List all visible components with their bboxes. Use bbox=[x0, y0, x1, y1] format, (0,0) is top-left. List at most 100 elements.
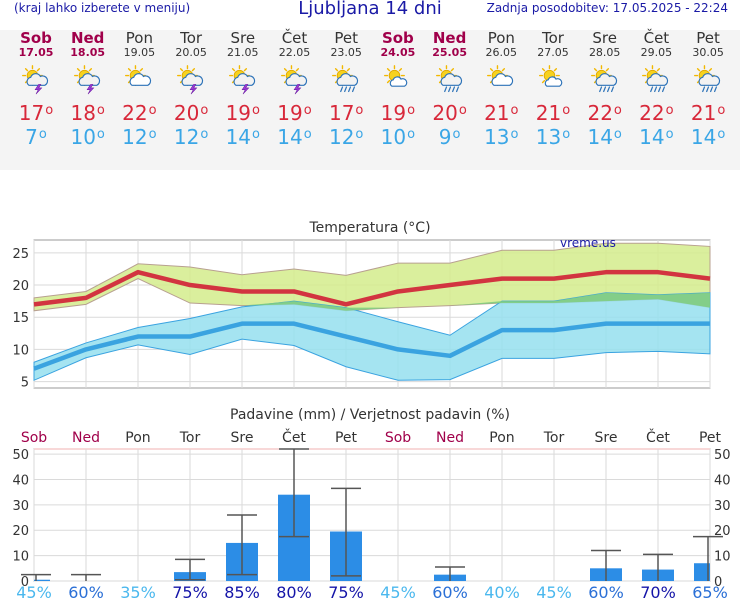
degree-symbol: o bbox=[717, 103, 726, 118]
day-date: 17.05 bbox=[18, 46, 54, 59]
lightning-bolt bbox=[189, 84, 198, 95]
max-temperature: 22o bbox=[113, 101, 165, 125]
day-date: 18.05 bbox=[70, 46, 106, 59]
degree-symbol: o bbox=[613, 103, 622, 118]
min-temperature-value: 7 bbox=[25, 125, 38, 149]
y-tick-label-right: 0 bbox=[714, 575, 722, 590]
forecast-day: Pon 19.05 22o 12o bbox=[113, 30, 165, 150]
min-temperature: 12o bbox=[165, 125, 217, 149]
rain-drop bbox=[658, 86, 662, 93]
min-temperature: 14o bbox=[630, 125, 682, 149]
sun-cloud-rain-icon bbox=[694, 65, 721, 93]
max-temperature-value: 19 bbox=[225, 101, 252, 125]
day-name: Čet bbox=[281, 29, 308, 47]
rain-drop bbox=[598, 86, 602, 93]
degree-symbol: o bbox=[665, 127, 674, 142]
rain-drop bbox=[340, 86, 344, 93]
y-tick-label: 10 bbox=[12, 343, 29, 358]
rain-drop bbox=[352, 86, 356, 93]
min-temperature-value: 14 bbox=[639, 125, 665, 149]
precip-probability-label: 60% bbox=[432, 583, 468, 600]
min-temperature: 10o bbox=[372, 125, 424, 149]
degree-symbol: o bbox=[45, 103, 54, 118]
last-update: Zadnja posodobitev: 17.05.2025 - 22:24 bbox=[486, 1, 728, 15]
min-temperature-line bbox=[33, 321, 710, 371]
degree-symbol: o bbox=[510, 103, 519, 118]
forecast-day: Ned 18.05 18o 10o bbox=[62, 30, 114, 150]
precip-probability-label: 70% bbox=[640, 583, 676, 600]
lightning-bolt bbox=[293, 84, 301, 95]
day-name: Pet bbox=[696, 29, 720, 47]
degree-symbol: o bbox=[407, 127, 416, 142]
degree-symbol: o bbox=[458, 103, 467, 118]
precip-probability-label: 65% bbox=[692, 583, 728, 600]
temperature-title-text: Temperatura (°C) bbox=[309, 220, 431, 236]
degree-symbol: o bbox=[613, 127, 622, 142]
precip-day-label: Čet bbox=[646, 428, 670, 446]
min-temperature: 14o bbox=[217, 125, 269, 149]
sun-cloud-thunder-icon bbox=[22, 65, 49, 95]
y-tick-label-right: 50 bbox=[714, 448, 731, 463]
degree-symbol: o bbox=[96, 103, 105, 118]
day-name: Tor bbox=[542, 29, 564, 47]
precip-bar bbox=[694, 563, 710, 581]
min-temperature-value: 14 bbox=[225, 125, 252, 149]
max-temperature: 20o bbox=[165, 101, 217, 125]
forecast-day: Pon 26.05 21o 13o bbox=[475, 30, 527, 150]
precip-day-label: Čet bbox=[282, 428, 306, 446]
min-temperature-value: 12 bbox=[173, 125, 200, 149]
day-date: 29.05 bbox=[640, 46, 673, 59]
location-menu-hint[interactable]: (kraj lahko izberete v meniju) bbox=[14, 1, 191, 15]
lightning-bolt bbox=[34, 84, 43, 95]
precip-probability-label: 40% bbox=[484, 583, 520, 600]
precipitation-chart-title: Padavine (mm) / Verjetnost padavin (%) bbox=[230, 407, 510, 423]
max-temperature-value: 20 bbox=[173, 101, 200, 125]
sun-cloud-icon bbox=[125, 65, 152, 86]
sun-cloud-thunder-icon bbox=[228, 65, 255, 95]
y-tick-label: 20 bbox=[12, 279, 29, 294]
degree-symbol: o bbox=[562, 103, 571, 118]
precip-day-label: Pet bbox=[335, 430, 358, 446]
min-temperature-value: 13 bbox=[535, 125, 562, 149]
forecast-day: Pet 30.05 21o 14o bbox=[682, 29, 734, 150]
max-temperature: 20o bbox=[424, 101, 476, 125]
rain-drop bbox=[451, 86, 455, 93]
max-temperature-value: 18 bbox=[70, 101, 96, 125]
forecast-strip: Sob 17.05 17o 7o Ned 18.05 18o 10o Pon 19.05 22o 12… bbox=[0, 30, 740, 170]
precip-day-label: Pon bbox=[489, 430, 514, 446]
min-temperature: 7o bbox=[10, 125, 62, 149]
rain-drop bbox=[447, 86, 451, 93]
cloud-shape bbox=[26, 73, 49, 86]
sun-cloud-thunder-icon bbox=[177, 65, 204, 95]
min-temperature: 14o bbox=[579, 125, 631, 149]
min-temperature: 10o bbox=[62, 125, 114, 149]
temperature-chart: 5 10 15 20 25 vreme.us bbox=[12, 238, 711, 391]
precip-probability-label: 75% bbox=[328, 583, 364, 600]
rain-drop bbox=[710, 86, 714, 93]
max-temperature: 17o bbox=[320, 101, 372, 125]
y-tick-label: 5 bbox=[21, 376, 29, 391]
precip-day-label: Sob bbox=[385, 430, 411, 446]
max-temperature-line bbox=[33, 269, 711, 307]
day-date: 28.05 bbox=[588, 46, 621, 59]
y-tick-label-right: 30 bbox=[714, 499, 731, 514]
cloud-shape bbox=[233, 73, 255, 86]
y-tick-label-left: 30 bbox=[12, 499, 29, 514]
min-temperature-value: 9 bbox=[438, 125, 452, 149]
rain-drop bbox=[714, 86, 718, 93]
y-tick-label-right: 40 bbox=[714, 473, 731, 488]
y-tick-label-left: 10 bbox=[12, 550, 29, 565]
max-temperature: 19o bbox=[217, 101, 269, 125]
sun-cloud-light-icon bbox=[539, 65, 563, 87]
degree-symbol: o bbox=[562, 127, 571, 142]
y-tick-label: 15 bbox=[12, 311, 29, 326]
forecast-day: Čet 22.05 19o 14o bbox=[269, 29, 321, 150]
max-temperature-value: 17 bbox=[328, 101, 355, 125]
sun-cloud-rain-icon bbox=[642, 65, 669, 93]
max-temperature: 22o bbox=[579, 101, 631, 125]
precip-probability-label: 75% bbox=[172, 583, 208, 600]
forecast-day: Sre 21.05 19o 14o bbox=[217, 30, 269, 150]
min-temperature-value: 14 bbox=[277, 125, 303, 149]
min-temperature-value: 12 bbox=[122, 125, 148, 149]
min-temperature: 12o bbox=[113, 125, 165, 149]
